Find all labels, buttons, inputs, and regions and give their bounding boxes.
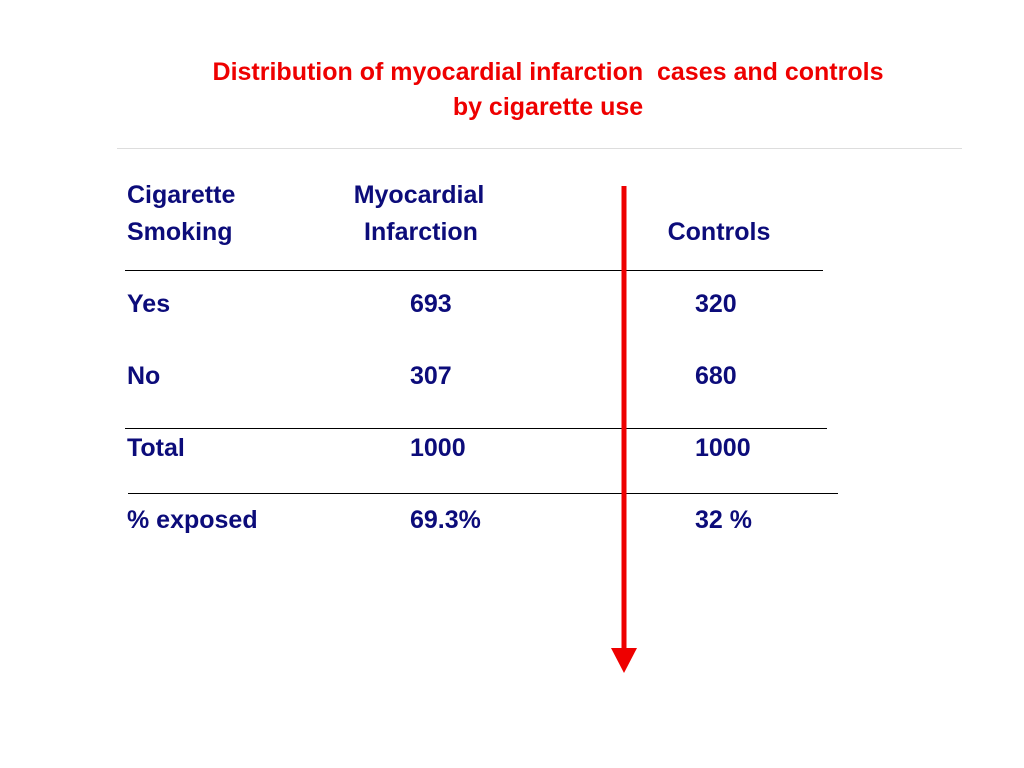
red-arrow-head: [611, 648, 637, 673]
header-cell: Myocardial: [353, 181, 485, 209]
table-cell: 69.3%: [410, 506, 481, 534]
row-label: % exposed: [127, 506, 258, 534]
table-cell: 307: [410, 362, 452, 390]
table-cell: 32 %: [695, 506, 752, 534]
table-rule: [125, 270, 823, 271]
header-cell: Cigarette: [127, 181, 236, 209]
table-cell: 1000: [410, 434, 466, 462]
header-cell: Controls: [667, 218, 771, 246]
header-cell: Infarction: [364, 218, 478, 246]
row-label: Yes: [127, 290, 171, 318]
table-cell: 1000: [695, 434, 751, 462]
table-cell: 680: [695, 362, 737, 390]
row-label: Total: [127, 434, 185, 462]
table-cell: 320: [695, 290, 737, 318]
title-line: by cigarette use: [452, 93, 644, 121]
table-rule: [125, 428, 827, 429]
title-line: Distribution of myocardial infarction ca…: [212, 58, 884, 86]
table-rule: [128, 493, 838, 494]
row-label: No: [127, 362, 161, 390]
header-cell: Smoking: [127, 218, 233, 246]
divider: [117, 148, 962, 149]
table-cell: 693: [410, 290, 452, 318]
